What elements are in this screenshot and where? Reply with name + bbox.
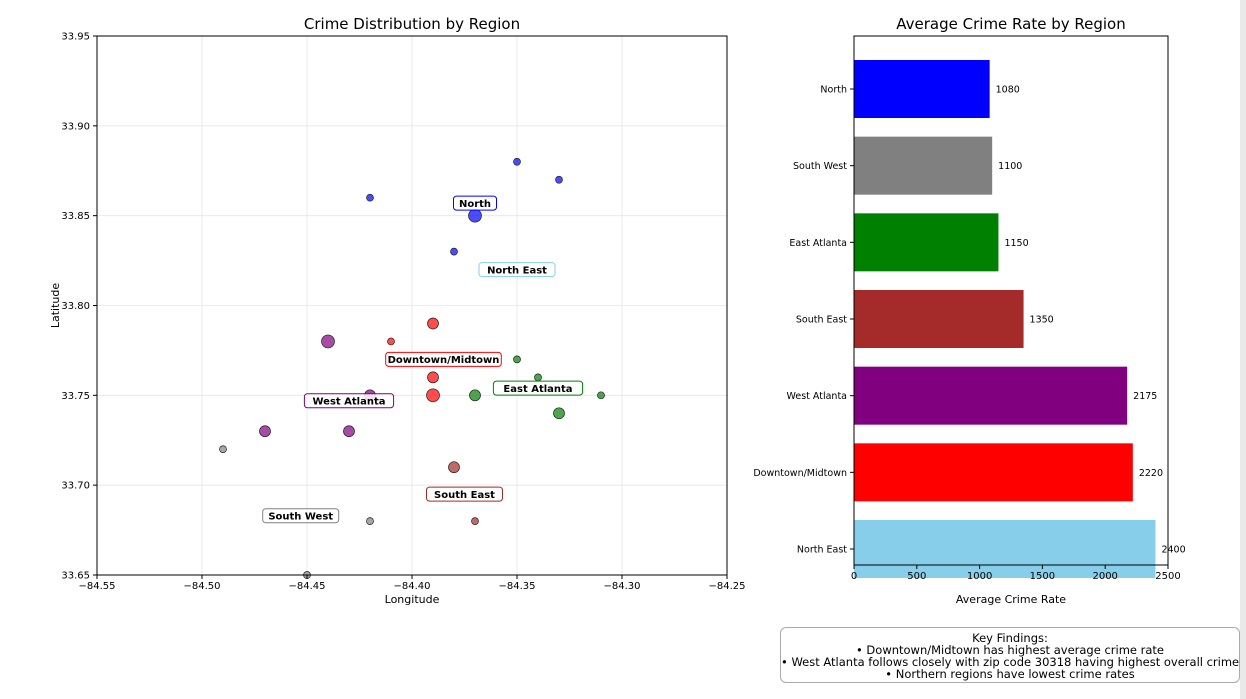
- x-tick-label: −84.35: [498, 581, 535, 592]
- bar-value-label: 1350: [1030, 315, 1054, 326]
- region-annotation: Downtown/Midtown: [388, 355, 500, 366]
- data-point: [534, 373, 542, 382]
- category-label: South East: [796, 315, 847, 326]
- bar-frame: [853, 35, 1169, 566]
- bar-value-label: 1080: [996, 85, 1020, 96]
- x-tick-label: −84.45: [288, 581, 325, 592]
- data-point: [427, 317, 439, 330]
- data-point: [468, 208, 482, 223]
- scatter-x-label: Longitude: [385, 593, 440, 606]
- scrollbar-strip: [1240, 0, 1246, 699]
- region-annotation-box: [492, 380, 584, 396]
- key-finding-3: • Northern regions have lowest crime rat…: [885, 667, 1135, 681]
- category-label: West Atlanta: [787, 391, 847, 402]
- bar: [854, 60, 990, 118]
- x-tick-label: 2000: [1092, 571, 1117, 582]
- x-tick-label: −84.55: [78, 581, 115, 592]
- bar: [854, 213, 999, 272]
- data-point: [366, 193, 374, 202]
- category-label: North: [820, 85, 847, 96]
- data-point: [321, 334, 335, 349]
- data-point: [513, 355, 521, 364]
- bar-value-label: 1150: [1004, 238, 1028, 249]
- region-annotation: West Atlanta: [312, 397, 385, 408]
- region-annotation-box: [262, 508, 340, 524]
- data-point: [427, 371, 439, 384]
- region-annotation-box: [385, 351, 502, 367]
- y-tick-label: 33.65: [61, 571, 90, 582]
- category-label: South West: [793, 161, 847, 172]
- data-point: [448, 461, 460, 474]
- data-point: [219, 445, 227, 454]
- bar: [854, 366, 1128, 425]
- data-point: [343, 425, 355, 438]
- key-findings-title: Key Findings:: [972, 631, 1048, 645]
- category-label: North East: [797, 545, 847, 556]
- data-point: [597, 391, 605, 400]
- region-annotation: South East: [434, 490, 495, 501]
- category-label: Downtown/Midtown: [753, 468, 847, 479]
- data-point: [469, 389, 481, 402]
- scatter-title: Crime Distribution by Region: [304, 15, 520, 33]
- data-point: [513, 157, 521, 166]
- data-point: [471, 517, 479, 525]
- x-tick-label: −84.30: [603, 581, 640, 592]
- y-tick-label: 33.95: [61, 32, 90, 43]
- bar: [854, 520, 1156, 578]
- data-point: [553, 407, 565, 420]
- region-annotation: East Atlanta: [503, 384, 572, 395]
- bar: [854, 290, 1024, 348]
- region-annotation: North: [459, 199, 491, 210]
- bar-value-label: 1100: [998, 161, 1022, 172]
- region-annotation-box: [426, 486, 503, 502]
- x-tick-label: 2500: [1155, 571, 1180, 582]
- key-finding-1: • Downtown/Midtown has highest average c…: [855, 643, 1164, 657]
- data-point: [366, 517, 374, 525]
- key-findings-box: Key Findings: • Downtown/Midtown has hig…: [780, 627, 1240, 683]
- y-tick-label: 33.85: [61, 211, 90, 222]
- region-annotation: North East: [487, 265, 547, 276]
- data-point: [450, 247, 458, 256]
- bar: [854, 443, 1133, 502]
- bar-value-label: 2175: [1133, 391, 1157, 402]
- region-annotation-box: [303, 393, 395, 409]
- bar-value-label: 2220: [1139, 468, 1163, 479]
- data-point: [555, 175, 563, 184]
- x-tick-label: −84.25: [708, 581, 745, 592]
- x-tick-label: 1500: [1030, 571, 1055, 582]
- x-tick-label: 0: [851, 571, 857, 582]
- x-tick-label: −84.50: [183, 581, 220, 592]
- region-annotation-box: [478, 262, 556, 278]
- y-tick-label: 33.80: [61, 301, 90, 312]
- bar-value-label: 2400: [1161, 545, 1185, 556]
- scatter-y-label: Latitude: [49, 283, 62, 329]
- y-tick-label: 33.75: [61, 391, 90, 402]
- region-annotation-box: [453, 195, 497, 211]
- x-tick-label: −84.40: [393, 581, 430, 592]
- bar-title: Average Crime Rate by Region: [896, 15, 1125, 33]
- category-label: East Atlanta: [789, 238, 847, 249]
- bar: [854, 136, 993, 195]
- key-finding-2: • West Atlanta follows closely with zip …: [781, 655, 1240, 669]
- y-tick-label: 33.70: [61, 481, 90, 492]
- data-point: [387, 337, 395, 346]
- y-tick-label: 33.90: [61, 121, 90, 132]
- region-annotation: South West: [268, 512, 333, 523]
- x-tick-label: 1000: [967, 571, 992, 582]
- data-point: [426, 388, 440, 403]
- bar-x-label: Average Crime Rate: [956, 593, 1066, 606]
- data-point: [259, 425, 271, 438]
- x-tick-label: 500: [907, 571, 926, 582]
